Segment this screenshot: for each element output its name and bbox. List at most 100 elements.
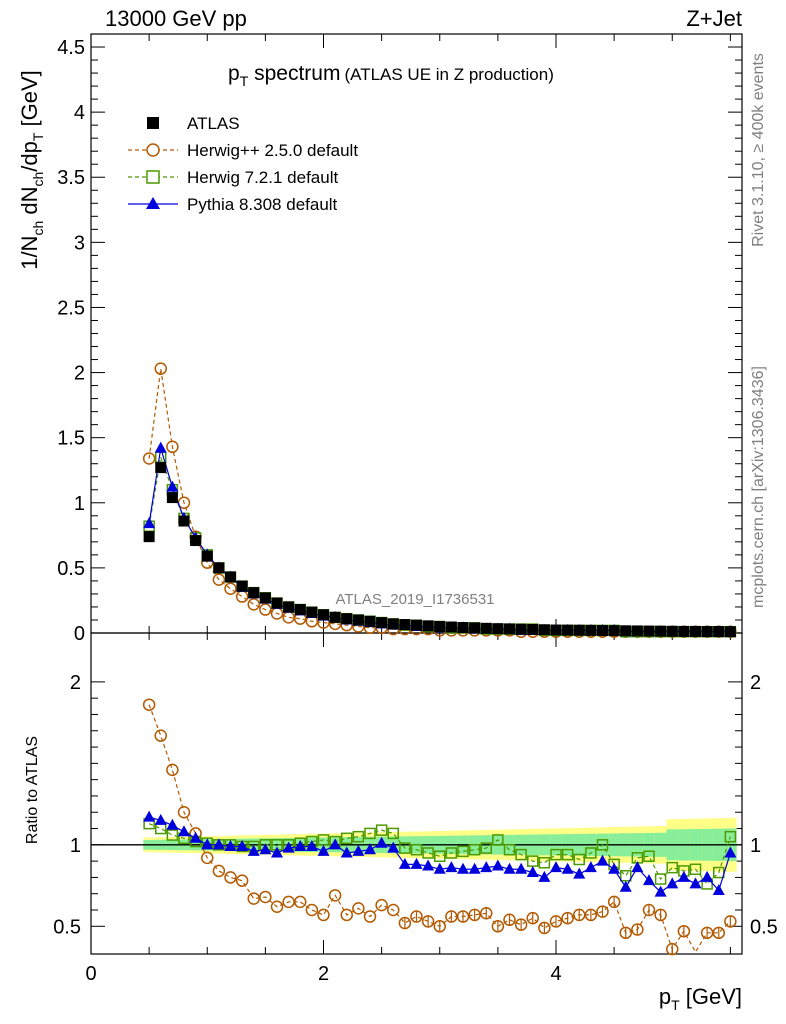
- main-point-atlas: [236, 580, 248, 592]
- ratio-point-pythia: [189, 831, 202, 843]
- data-series: [142, 362, 737, 956]
- analysis-watermark: ATLAS_2019_I1736531: [335, 591, 494, 608]
- ratio-point-herwigpp: [177, 805, 191, 819]
- ratio-point-herwig7: [399, 842, 411, 854]
- ratio-point-herwigpp: [352, 902, 365, 915]
- main-ytick-label: 4: [74, 102, 85, 124]
- ratio-point-herwigpp: [398, 916, 412, 930]
- ratio-point-pythia: [643, 874, 655, 886]
- ratio-point-herwigpp: [142, 698, 156, 711]
- main-point-atlas: [573, 624, 585, 636]
- main-point-atlas: [515, 623, 527, 635]
- process-label: Z+Jet: [686, 6, 742, 31]
- ratio-point-pythia: [457, 862, 469, 874]
- ratio-point-pythia: [654, 885, 667, 897]
- ratio-ylabel: Ratio to ATLAS: [24, 736, 41, 844]
- ratio-point-pythia: [224, 839, 237, 851]
- main-ytick-label: 0.5: [57, 558, 85, 580]
- ratio-point-herwig7: [166, 829, 179, 841]
- main-point-herwigpp: [154, 362, 167, 375]
- main-point-atlas: [283, 601, 295, 613]
- ratio-point-pythia: [212, 838, 225, 850]
- main-point-atlas: [666, 625, 678, 637]
- main-point-atlas: [457, 622, 469, 634]
- main-point-herwigpp: [166, 440, 179, 454]
- ratio-point-herwig7: [643, 850, 655, 862]
- ratio-point-pythia: [259, 843, 272, 855]
- main-ytick-label: 3.5: [57, 167, 85, 189]
- main-point-atlas: [271, 597, 283, 609]
- main-point-atlas: [364, 615, 376, 627]
- main-point-atlas: [190, 535, 202, 547]
- ratio-ytick-label: 1: [70, 835, 81, 857]
- main-ytick-label: 3: [74, 232, 85, 254]
- ratio-point-herwigpp: [201, 851, 214, 865]
- main-point-atlas: [178, 515, 190, 527]
- main-ytick-label: 1: [74, 493, 85, 515]
- ratio-ytick-label: 2: [70, 672, 81, 694]
- main-point-atlas: [155, 462, 167, 474]
- ratio-point-pythia: [352, 844, 365, 856]
- legend-label-herwigpp: Herwig++ 2.5.0 default: [187, 141, 358, 160]
- ratio-point-herwigpp: [317, 908, 330, 922]
- ratio-point-herwig7: [596, 839, 609, 851]
- ratio-point-herwigpp: [433, 920, 446, 933]
- legend-marker-herwigpp: [146, 143, 160, 157]
- ratio-point-pythia: [410, 857, 423, 869]
- main-point-atlas: [550, 624, 562, 636]
- ratio-series-herwigpp: [142, 698, 737, 956]
- main-point-atlas: [259, 592, 271, 604]
- ratio-point-pythia: [689, 877, 702, 889]
- ratio-point-herwig7: [457, 845, 469, 858]
- main-point-pythia: [166, 480, 179, 492]
- ratio-point-pythia: [387, 841, 400, 853]
- ratio-point-pythia: [422, 859, 435, 871]
- ratio-point-pythia: [143, 810, 156, 822]
- main-ytick-label: 1.5: [57, 428, 85, 450]
- main-point-atlas: [492, 623, 504, 635]
- ratio-point-pythia: [596, 854, 609, 866]
- ratio-point-herwig7: [352, 830, 365, 843]
- ratio-ytick-label-right: 1: [750, 835, 761, 857]
- energy-label: 13000 GeV pp: [105, 6, 247, 31]
- main-point-atlas: [620, 625, 632, 637]
- ratio-point-herwig7: [561, 848, 574, 861]
- x-tick-label: 2: [318, 963, 329, 985]
- ratio-point-herwigpp: [305, 903, 319, 917]
- main-point-atlas: [504, 623, 515, 635]
- main-point-atlas: [527, 623, 539, 635]
- legend-marker-pythia: [146, 197, 160, 209]
- ratio-point-pythia: [677, 870, 690, 882]
- legend-marker-herwig7: [146, 170, 160, 184]
- main-point-atlas: [376, 617, 388, 629]
- ratio-point-pythia: [608, 862, 621, 874]
- ratio-point-herwigpp: [224, 871, 237, 884]
- main-point-atlas: [166, 492, 178, 504]
- x-tick-label: 0: [85, 963, 96, 985]
- ratio-point-herwigpp: [607, 895, 621, 909]
- ratio-point-herwigpp: [654, 908, 667, 922]
- ratio-point-herwig7: [689, 863, 702, 876]
- ratio-point-herwigpp: [480, 907, 493, 920]
- ratio-point-pythia: [701, 870, 714, 882]
- axes-layer: 0 0.5 1 1.5 2 2.5 3 3.5 4 4.5 0.5 0.5 1 1 2 2 0 2 4: [53, 34, 778, 985]
- ratio-point-herwig7: [585, 847, 597, 859]
- main-ytick-label: 2.5: [57, 297, 85, 319]
- ratio-point-pythia: [619, 880, 632, 892]
- ratio-point-herwigpp: [259, 890, 272, 904]
- ratio-point-pythia: [724, 846, 737, 858]
- ratio-point-herwig7: [666, 861, 678, 874]
- ratio-point-herwig7: [480, 842, 492, 854]
- main-point-herwigpp: [212, 573, 226, 586]
- main-point-atlas: [480, 622, 492, 634]
- ratio-point-herwigpp: [456, 910, 470, 923]
- ratio-point-pythia: [178, 825, 190, 837]
- ratio-series-pythia: [143, 810, 737, 897]
- legend: ATLAS Herwig++ 2.5.0 default Herwig 7.2.…: [128, 114, 358, 214]
- ratio-point-pythia: [712, 883, 725, 895]
- ratio-point-herwigpp: [503, 913, 516, 927]
- ratio-point-pythia: [166, 818, 179, 830]
- main-point-atlas: [306, 606, 318, 618]
- ratio-point-herwig7: [434, 850, 446, 862]
- ratio-point-pythia: [480, 861, 493, 873]
